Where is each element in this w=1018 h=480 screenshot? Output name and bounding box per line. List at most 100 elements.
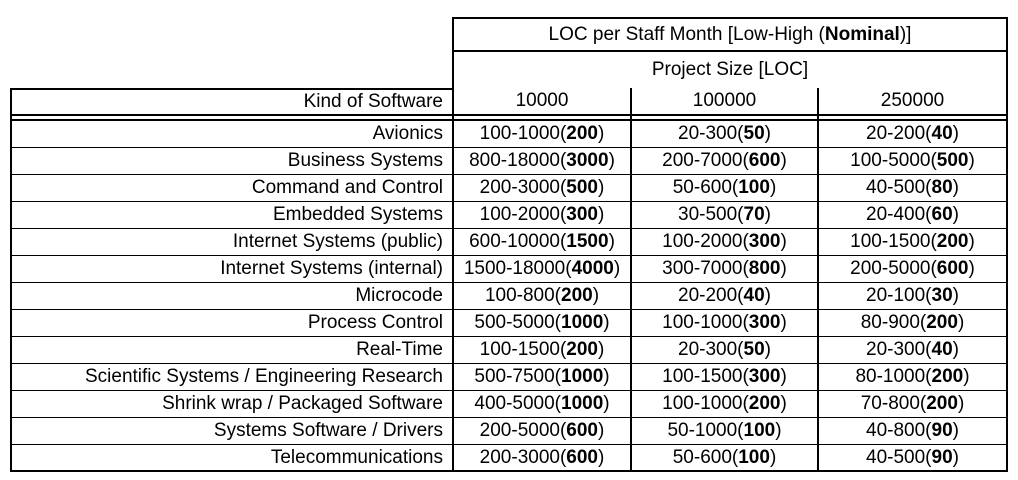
row-label-cell: Process Control xyxy=(10,310,452,337)
nominal-value: 300 xyxy=(748,366,781,388)
value-cell: 100-2000(300) xyxy=(630,229,817,256)
nominal-value: 600 xyxy=(566,420,598,442)
nominal-value: 300 xyxy=(566,204,598,226)
nominal-value: 100 xyxy=(738,446,770,468)
nominal-value: 200 xyxy=(926,312,958,334)
double-rule-segment xyxy=(452,114,630,121)
nominal-value: 3000 xyxy=(566,150,609,172)
column-header-100000: 100000 xyxy=(630,88,817,114)
value-cell: 600-10000(1500) xyxy=(452,229,630,256)
row-label-cell: Internet Systems (public) xyxy=(10,229,452,256)
value-cell: 50-600(100) xyxy=(630,445,817,472)
value-cell: 50-600(100) xyxy=(630,175,817,202)
row-label-cell: Internet Systems (internal) xyxy=(10,256,452,283)
nominal-value: 600 xyxy=(566,446,598,468)
nominal-value: 200 xyxy=(931,366,964,388)
value-cell: 300-7000(800) xyxy=(630,256,817,283)
table-title-suffix: )] xyxy=(899,23,912,45)
value-cell: 200-7000(600) xyxy=(630,148,817,175)
nominal-value: 300 xyxy=(748,231,781,253)
nominal-value: 60 xyxy=(931,204,953,226)
nominal-value: 40 xyxy=(743,285,765,307)
value-cell: 800-18000(3000) xyxy=(452,148,630,175)
value-cell: 200-3000(600) xyxy=(452,445,630,472)
nominal-value: 90 xyxy=(931,420,953,442)
row-label-cell: Avionics xyxy=(10,121,452,148)
value-cell: 100-1500(200) xyxy=(817,229,1008,256)
double-rule-segment xyxy=(630,114,817,121)
nominal-value: 600 xyxy=(748,150,781,172)
value-cell: 100-800(200) xyxy=(452,283,630,310)
row-label-cell: Business Systems xyxy=(10,148,452,175)
value-cell: 500-5000(1000) xyxy=(452,310,630,337)
value-cell: 20-200(40) xyxy=(817,121,1008,148)
nominal-value: 100 xyxy=(738,177,770,199)
table-title: LOC per Staff Month [Low-High (Nominal)] xyxy=(452,17,1008,52)
nominal-value: 90 xyxy=(931,446,953,468)
row-label-cell: Systems Software / Drivers xyxy=(10,418,452,445)
value-cell: 100-2000(300) xyxy=(452,202,630,229)
value-cell: 100-1000(300) xyxy=(630,310,817,337)
nominal-value: 200 xyxy=(936,231,969,253)
nominal-value: 1500 xyxy=(566,231,609,253)
project-size-header: Project Size [LOC] xyxy=(452,52,1008,88)
nominal-value: 200 xyxy=(748,393,781,415)
nominal-value: 200 xyxy=(566,339,598,361)
value-cell: 50-1000(100) xyxy=(630,418,817,445)
row-label-cell: Shrink wrap / Packaged Software xyxy=(10,391,452,418)
double-rule-segment xyxy=(817,114,1008,121)
nominal-value: 500 xyxy=(936,150,969,172)
loc-productivity-table: LOC per Staff Month [Low-High (Nominal)]… xyxy=(10,17,1008,472)
kind-of-software-header: Kind of Software xyxy=(10,88,452,114)
empty-corner-top xyxy=(10,17,452,52)
nominal-value: 1000 xyxy=(561,312,604,334)
value-cell: 30-500(70) xyxy=(630,202,817,229)
row-label-cell: Embedded Systems xyxy=(10,202,452,229)
nominal-value: 50 xyxy=(743,123,765,145)
nominal-value: 40 xyxy=(931,339,953,361)
value-cell: 500-7500(1000) xyxy=(452,364,630,391)
nominal-value: 4000 xyxy=(571,258,614,280)
value-cell: 100-1500(300) xyxy=(630,364,817,391)
nominal-value: 300 xyxy=(748,312,781,334)
nominal-value: 600 xyxy=(936,258,969,280)
value-cell: 20-300(40) xyxy=(817,337,1008,364)
nominal-value: 1000 xyxy=(561,366,604,388)
value-cell: 200-5000(600) xyxy=(452,418,630,445)
nominal-value: 50 xyxy=(743,339,765,361)
value-cell: 100-1000(200) xyxy=(630,391,817,418)
value-cell: 20-300(50) xyxy=(630,337,817,364)
nominal-value: 200 xyxy=(561,285,593,307)
double-rule-segment xyxy=(10,114,452,121)
value-cell: 20-200(40) xyxy=(630,283,817,310)
nominal-value: 100 xyxy=(743,420,776,442)
row-label-cell: Command and Control xyxy=(10,175,452,202)
nominal-value: 800 xyxy=(748,258,781,280)
value-cell: 20-300(50) xyxy=(630,121,817,148)
value-cell: 20-100(30) xyxy=(817,283,1008,310)
row-label-cell: Scientific Systems / Engineering Researc… xyxy=(10,364,452,391)
value-cell: 20-400(60) xyxy=(817,202,1008,229)
table-title-prefix: LOC per Staff Month [Low-High ( xyxy=(548,23,825,45)
nominal-value: 500 xyxy=(566,177,598,199)
nominal-value: 80 xyxy=(931,177,953,199)
value-cell: 100-1500(200) xyxy=(452,337,630,364)
value-cell: 1500-18000(4000) xyxy=(452,256,630,283)
empty-corner-mid xyxy=(10,52,452,88)
nominal-value: 200 xyxy=(926,393,958,415)
row-label-cell: Microcode xyxy=(10,283,452,310)
nominal-value: 70 xyxy=(743,204,765,226)
nominal-value: 30 xyxy=(931,285,953,307)
table-title-nominal: Nominal xyxy=(824,23,900,45)
row-label-cell: Real-Time xyxy=(10,337,452,364)
nominal-value: 200 xyxy=(566,123,598,145)
value-cell: 40-800(90) xyxy=(817,418,1008,445)
value-cell: 200-5000(600) xyxy=(817,256,1008,283)
value-cell: 80-1000(200) xyxy=(817,364,1008,391)
value-cell: 70-800(200) xyxy=(817,391,1008,418)
value-cell: 40-500(80) xyxy=(817,175,1008,202)
value-cell: 100-1000(200) xyxy=(452,121,630,148)
row-label-cell: Telecommunications xyxy=(10,445,452,472)
value-cell: 100-5000(500) xyxy=(817,148,1008,175)
